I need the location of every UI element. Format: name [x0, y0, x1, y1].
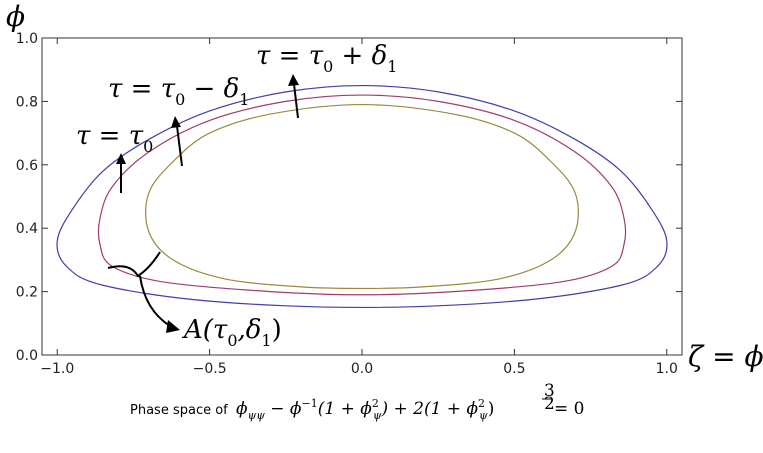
svg-text:ζ = ϕψ: ζ = ϕψ: [688, 340, 763, 378]
x-tick-label: 0.5: [503, 361, 525, 377]
eq-sup-32-num: 3: [544, 381, 555, 401]
eq-tail: = 0: [554, 399, 584, 419]
x-axis-label-prefix: ζ =: [688, 340, 744, 373]
annotation-tau-minus: τ = τ0 − δ1: [108, 74, 249, 167]
eq-phi: ϕ: [236, 399, 248, 419]
svg-text:τ = τ0: τ = τ0: [76, 121, 153, 156]
caption-equation: ϕψψ − ϕ−1(1 + ϕ2 ψ) + 2(1 + ϕ2 ψ): [236, 397, 494, 422]
y-tick-label: 1.0: [16, 31, 38, 47]
annotation-area-curve: [139, 275, 171, 327]
eq-close-plus: ) + 2(1 + ϕ: [380, 399, 478, 419]
annotation-area-sub2: 1: [261, 331, 271, 350]
x-tick-label: −0.5: [193, 361, 227, 377]
annotation-tau0-arrowhead: [116, 153, 126, 164]
annotation-tau-plus-main: τ = τ: [256, 41, 324, 71]
eq-close: ): [488, 399, 495, 419]
annotation-tau-minus-main: τ = τ: [108, 74, 176, 104]
annotation-tau-plus-sub2: 1: [387, 57, 397, 76]
annotation-tau-minus-sub2: 1: [239, 90, 249, 109]
annotation-area-arrowhead: [166, 320, 180, 333]
annotation-area-mid: ,δ: [238, 315, 262, 345]
series-group: [56, 84, 668, 309]
annotation-tau-minus-arrowhead: [171, 116, 181, 128]
svg-text:τ = τ0 + δ1: τ = τ0 + δ1: [256, 41, 397, 76]
eq-sup-m1: −1: [302, 397, 318, 410]
eq-sub-psi-a: ψ: [373, 409, 382, 422]
annotation-tau-plus-arrowhead: [288, 74, 299, 86]
caption: Phase space of ϕψψ − ϕ−1(1 + ϕ2 ψ) + 2(1 …: [130, 381, 584, 422]
series-line-1: [97, 94, 627, 296]
caption-text: Phase space of: [130, 403, 228, 418]
eq-minus: − ϕ: [265, 399, 302, 419]
eq-sup-2b: 2: [478, 397, 485, 410]
svg-text:A(τ0,δ1): A(τ0,δ1): [182, 315, 282, 350]
annotation-tau0-sub: 0: [143, 137, 153, 156]
y-tick-label: 0.6: [16, 158, 38, 174]
svg-text:τ = τ0 − δ1: τ = τ0 − δ1: [108, 74, 249, 109]
annotation-area-sub: 0: [227, 331, 237, 350]
y-tick-label: 0.2: [16, 285, 38, 301]
annotation-area: A(τ0,δ1): [107, 251, 282, 350]
annotation-tau-minus-sub: 0: [175, 90, 185, 109]
x-axis-label: ζ = ϕψ: [688, 340, 763, 378]
annotation-area-brace: [107, 251, 161, 278]
y-tick-label: 0.8: [16, 94, 38, 110]
y-tick-label: 0.0: [16, 348, 38, 364]
annotation-area-pre: A(τ: [182, 315, 228, 345]
annotation-tau-minus-rest: − δ: [185, 74, 239, 104]
x-tick-label: −1.0: [40, 361, 74, 377]
eq-sup-32-den: 2: [544, 394, 555, 414]
y-tick-label: 0.4: [16, 221, 38, 237]
y-axis-label: ϕ: [6, 0, 25, 33]
annotation-area-post: ): [272, 315, 282, 345]
x-axis-label-main: ϕ: [744, 340, 763, 373]
annotation-tau-plus-arrow: [293, 83, 299, 119]
annotation-tau-minus-arrow: [176, 125, 183, 167]
annotation-tau0: τ = τ0: [76, 121, 153, 193]
series-line-2: [145, 103, 579, 290]
eq-sub-psipsi: ψψ: [248, 409, 266, 422]
x-tick-label: 0.0: [351, 361, 373, 377]
annotation-tau-plus: τ = τ0 + δ1: [256, 41, 397, 119]
eq-paren1: (1 + ϕ: [318, 399, 373, 419]
eq-sup-2a: 2: [372, 397, 379, 410]
series-line-0: [56, 84, 668, 309]
eq-sub-psi-b: ψ: [479, 409, 488, 422]
annotation-tau-plus-sub: 0: [323, 57, 333, 76]
annotation-tau0-main: τ = τ: [76, 121, 144, 151]
x-tick-label: 1.0: [656, 361, 678, 377]
axis-ticks: −1.0 −0.5 0.0 0.5 1.0 0.0 0.2 0.4 0.6 0.8 1.0: [16, 31, 682, 377]
annotation-tau-plus-rest: + δ: [333, 41, 387, 71]
